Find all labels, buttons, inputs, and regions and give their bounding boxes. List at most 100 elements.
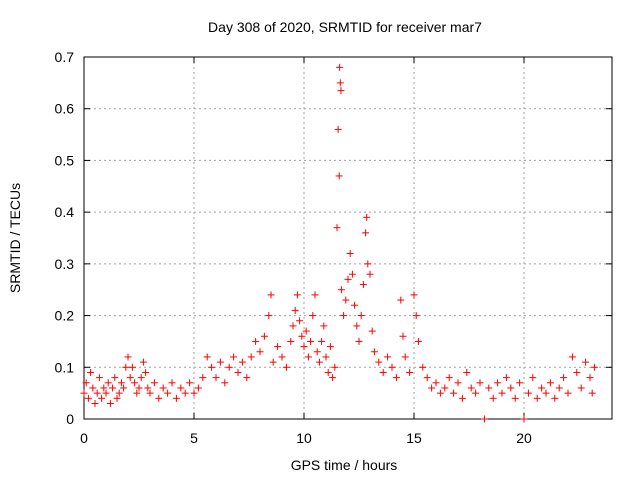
- data-point: [463, 368, 471, 376]
- y-axis-label: SRMTID / TECUs: [7, 183, 23, 293]
- data-point: [274, 343, 282, 351]
- data-point: [100, 384, 108, 392]
- data-point: [318, 337, 326, 345]
- data-point: [302, 327, 310, 335]
- data-point: [124, 353, 132, 361]
- data-point: [476, 379, 484, 387]
- data-point: [82, 379, 90, 387]
- data-point: [84, 394, 92, 402]
- data-point: [194, 384, 202, 392]
- x-tick-label: 10: [296, 430, 312, 446]
- y-tick-label: 0.6: [55, 101, 75, 117]
- data-point: [150, 379, 158, 387]
- y-tick-label: 0: [66, 411, 74, 427]
- data-point: [139, 358, 147, 366]
- data-point: [278, 353, 286, 361]
- data-point: [293, 291, 301, 299]
- data-point: [87, 368, 95, 376]
- data-point: [307, 337, 315, 345]
- data-point: [113, 394, 121, 402]
- data-point: [221, 379, 229, 387]
- chart-title: Day 308 of 2020, SRMTID for receiver mar…: [208, 19, 482, 35]
- data-point: [546, 379, 554, 387]
- data-point: [362, 229, 370, 237]
- data-point: [533, 394, 541, 402]
- data-point: [498, 389, 506, 397]
- x-tick-label: 5: [190, 430, 198, 446]
- data-point: [480, 415, 488, 423]
- data-point: [412, 312, 420, 320]
- data-point: [93, 389, 101, 397]
- data-point: [146, 389, 154, 397]
- data-point: [454, 379, 462, 387]
- data-point: [334, 125, 342, 133]
- data-point: [282, 363, 290, 371]
- data-point: [230, 353, 238, 361]
- data-point: [164, 389, 172, 397]
- y-tick-label: 0.3: [55, 256, 75, 272]
- data-point: [467, 384, 475, 392]
- data-point: [436, 389, 444, 397]
- data-point: [346, 250, 354, 258]
- data-point: [564, 389, 572, 397]
- data-point: [588, 389, 596, 397]
- data-point: [135, 384, 143, 392]
- x-tick-label: 15: [406, 430, 422, 446]
- data-point: [322, 353, 330, 361]
- data-point: [320, 322, 328, 330]
- data-point: [80, 389, 88, 397]
- data-point: [489, 394, 497, 402]
- data-point: [399, 332, 407, 340]
- data-point: [516, 379, 524, 387]
- data-point: [333, 224, 341, 232]
- data-point: [287, 337, 295, 345]
- data-point: [538, 384, 546, 392]
- data-point: [441, 384, 449, 392]
- data-point: [428, 384, 436, 392]
- data-point: [120, 384, 128, 392]
- data-point: [126, 374, 134, 382]
- data-point: [142, 368, 150, 376]
- data-point: [573, 368, 581, 376]
- data-point: [336, 79, 344, 87]
- data-point: [555, 384, 563, 392]
- data-point: [388, 363, 396, 371]
- data-point: [199, 374, 207, 382]
- data-point: [340, 312, 348, 320]
- data-point: [472, 389, 480, 397]
- data-point: [122, 363, 130, 371]
- data-point: [133, 389, 141, 397]
- data-point: [168, 379, 176, 387]
- data-point: [102, 389, 110, 397]
- data-point: [256, 348, 264, 356]
- data-point: [370, 348, 378, 356]
- data-point: [423, 374, 431, 382]
- data-point: [414, 337, 422, 345]
- data-point: [304, 353, 312, 361]
- data-point: [315, 358, 323, 366]
- data-points: [80, 63, 598, 423]
- data-point: [379, 368, 387, 376]
- data-point: [212, 374, 220, 382]
- data-point: [364, 260, 372, 268]
- data-point: [326, 343, 334, 351]
- data-point: [529, 374, 537, 382]
- data-point: [111, 374, 119, 382]
- data-point: [131, 379, 139, 387]
- data-point: [144, 384, 152, 392]
- data-point: [494, 379, 502, 387]
- data-point: [98, 394, 106, 402]
- data-point: [450, 389, 458, 397]
- data-point: [109, 384, 117, 392]
- data-point: [289, 322, 297, 330]
- data-point: [357, 312, 365, 320]
- data-point: [542, 389, 550, 397]
- data-point: [392, 374, 400, 382]
- data-point: [309, 312, 317, 320]
- data-point: [342, 296, 350, 304]
- data-point: [363, 213, 371, 221]
- data-point: [384, 353, 392, 361]
- data-point: [234, 368, 242, 376]
- plot-frame: [83, 56, 613, 420]
- data-point: [458, 394, 466, 402]
